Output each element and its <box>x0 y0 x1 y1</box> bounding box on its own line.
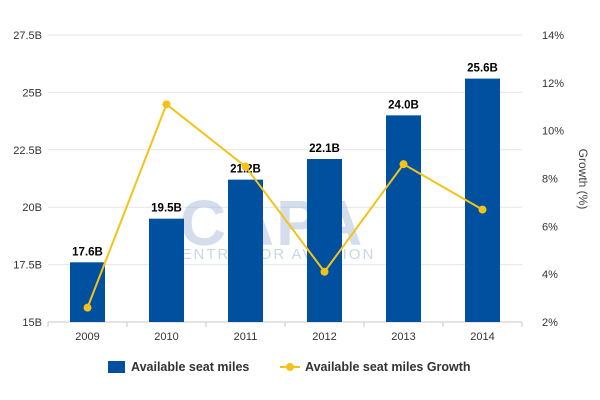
x-tick-label: 2011 <box>234 331 258 343</box>
bar-data-label: 17.6B <box>72 246 103 258</box>
bar-data-label: 22.1B <box>309 143 340 155</box>
watermark-subtitle: CENTRE FOR AVIATION <box>169 246 376 263</box>
x-tick-label: 2012 <box>312 331 336 343</box>
legend-swatch-bar <box>108 361 125 373</box>
x-tick-label: 2009 <box>75 331 99 343</box>
bar-2012 <box>307 158 342 322</box>
left-tick-label: 17.5B <box>13 260 42 272</box>
growth-point-2013 <box>399 160 408 169</box>
left-tick-label: 22.5B <box>13 145 42 157</box>
left-tick-label: 20B <box>22 202 42 214</box>
growth-point-2010 <box>162 100 171 109</box>
legend-swatch-marker <box>286 363 294 371</box>
growth-point-2011 <box>241 162 250 171</box>
line-series <box>83 100 487 312</box>
left-tick-label: 27.5B <box>13 30 42 42</box>
right-tick-label: 8% <box>542 174 558 186</box>
bar-2014 <box>465 78 500 323</box>
bar-data-label: 24.0B <box>388 99 419 111</box>
growth-point-2012 <box>320 267 329 276</box>
right-tick-label: 14% <box>542 30 564 42</box>
watermark: CAPA CENTRE FOR AVIATION <box>169 187 376 263</box>
right-tick-label: 2% <box>542 317 558 329</box>
bar-data-label: 25.6B <box>467 63 498 75</box>
bar-2013 <box>386 115 421 322</box>
right-tick-label: 6% <box>542 221 558 233</box>
right-axis-title: Growth (%) <box>576 149 590 210</box>
bar-2010 <box>149 218 184 322</box>
x-tick-label: 2013 <box>391 331 415 343</box>
left-axis: 15B 17.5B 20B 22.5B 25B 27.5B <box>13 30 42 329</box>
right-tick-label: 4% <box>542 269 558 281</box>
bar-2011 <box>228 179 263 322</box>
legend-label-bar: Available seat miles <box>131 360 249 374</box>
left-tick-label: 15B <box>22 317 42 329</box>
growth-point-2009 <box>83 303 92 312</box>
left-tick-label: 25B <box>22 87 42 99</box>
right-tick-label: 10% <box>542 126 564 138</box>
legend: Available seat miles Available seat miles… <box>108 360 471 374</box>
right-axis: 2% 4% 6% 8% 10% 12% 14% <box>542 30 564 329</box>
x-tick-label: 2014 <box>470 331 494 343</box>
growth-line <box>86 102 483 309</box>
x-axis: 2009 2010 2011 2012 2013 2014 <box>47 322 523 343</box>
right-tick-label: 12% <box>542 78 564 90</box>
bar-data-label: 19.5B <box>151 203 182 215</box>
growth-point-2014 <box>478 205 487 214</box>
x-tick-label: 2010 <box>154 331 178 343</box>
bar-2009 <box>70 262 105 322</box>
grid-lines <box>48 34 522 323</box>
legend-label-line: Available seat miles Growth <box>305 360 471 374</box>
